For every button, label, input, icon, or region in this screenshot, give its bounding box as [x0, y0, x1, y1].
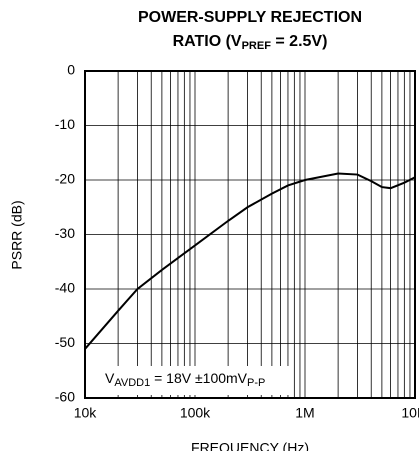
y-tick-label: -10 [55, 116, 75, 132]
y-tick-label: -60 [55, 389, 75, 405]
x-tick-label: 10M [401, 405, 419, 421]
y-tick-label: -50 [55, 334, 75, 350]
chart-title: POWER-SUPPLY REJECTION [138, 9, 362, 26]
annotation-box [97, 366, 289, 395]
y-tick-label: 0 [67, 62, 75, 78]
title-subscript: PREF [242, 40, 272, 52]
annotation-part: AVDD1 [114, 377, 150, 389]
annotation-part: P-P [247, 377, 265, 389]
annotation: VAVDD1 = 18V ±100mVP-P [105, 370, 265, 389]
title-part: = 2.5V) [271, 33, 327, 50]
y-tick-label: -20 [55, 171, 75, 187]
data-line [84, 172, 416, 350]
x-tick-label: 10k [74, 405, 98, 421]
chart-title: RATIO (VPREF = 2.5V) [173, 33, 328, 52]
x-tick-label: 1M [295, 405, 314, 421]
annotation-part: = 18V ±100mV [150, 370, 247, 386]
title-part: RATIO (V [173, 33, 242, 50]
annotation-part: V [105, 370, 115, 386]
plot-frame [84, 70, 416, 399]
y-tick-label: -40 [55, 280, 75, 296]
x-tick-label: 100k [180, 405, 211, 421]
y-tick-label: -30 [55, 225, 75, 241]
y-axis-label: PSRR (dB) [9, 200, 25, 269]
x-axis-label: FREQUENCY (Hz) [191, 440, 309, 451]
